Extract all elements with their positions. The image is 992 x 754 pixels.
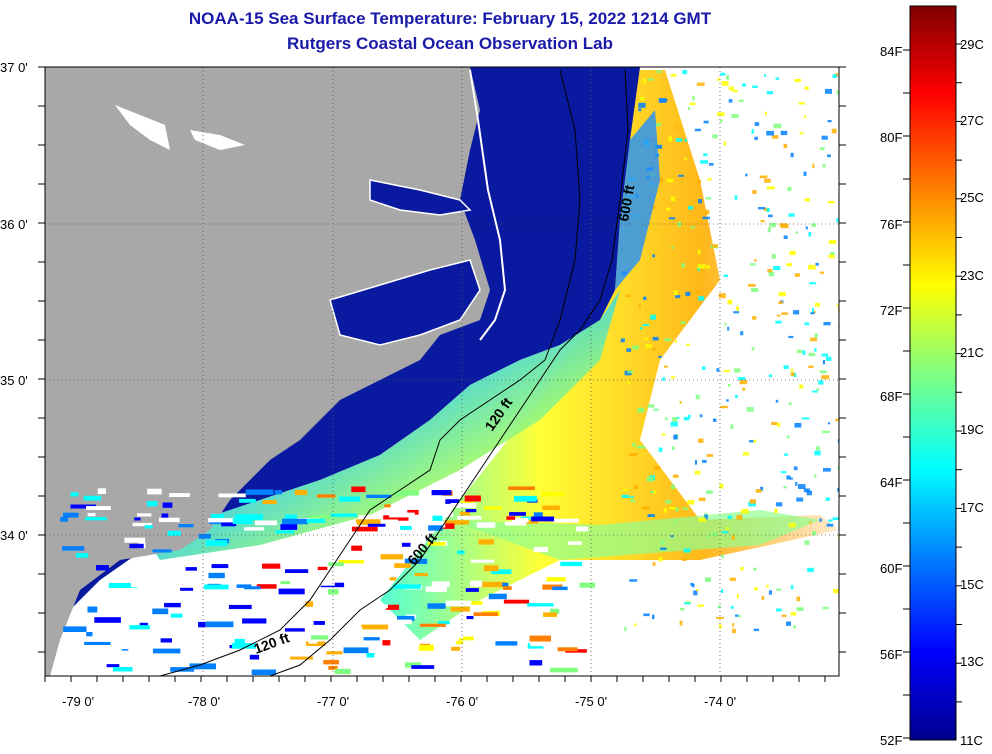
lon-label-78: -78 0' [188, 694, 220, 709]
colorbar-f-label-76: 76F [880, 217, 902, 232]
southern-swath-streaks [60, 486, 596, 675]
map-subtitle: Rutgers Coastal Ocean Observation Lab [287, 34, 613, 53]
lon-label-75: -75 0' [575, 694, 607, 709]
colorbar-f-label-56: 56F [880, 647, 902, 662]
lat-label-35: 35 0' [0, 373, 28, 388]
contour-120ft [159, 69, 581, 676]
lon-label-77: -77 0' [317, 694, 349, 709]
colorbar-c-label-11: 11C [960, 733, 983, 748]
colorbar-c-label-21: 21C [960, 345, 984, 360]
lon-label-76: -76 0' [446, 694, 478, 709]
colorbar-c-label-29: 29C [960, 37, 984, 52]
axis-ticks [38, 66, 846, 682]
grid-lines [45, 67, 839, 676]
colorbar-c-label-17: 17C [960, 500, 984, 515]
lat-label-37: 37 0' [0, 60, 28, 75]
lon-label-74: -74 0' [704, 694, 736, 709]
lat-label-36: 36 0' [0, 217, 28, 232]
colorbar-f-label-72: 72F [880, 303, 902, 318]
contour-600ft [269, 69, 629, 676]
colorbar-c-label-25: 25C [960, 190, 984, 205]
colorbar-c-label-23: 23C [960, 268, 984, 283]
gulf-stream-warm-water [380, 70, 839, 640]
colorbar-f-label-68: 68F [880, 389, 902, 404]
colorbar-c-label-19: 19C [960, 422, 984, 437]
pamlico-sound [329, 259, 481, 346]
map-title: NOAA-15 Sea Surface Temperature: Februar… [188, 9, 712, 28]
albemarle-sound [369, 179, 472, 216]
lon-label-79: -79 0' [62, 694, 94, 709]
colorbar-c-label-13: 13C [960, 654, 984, 669]
contour-label-600ft-north: 600 ft [615, 183, 637, 222]
colorbar [909, 5, 957, 741]
colorbar-f-label-84: 84F [880, 44, 902, 59]
colorbar-f-label-80: 80F [880, 130, 902, 145]
colorbar-c-label-27: 27C [960, 113, 984, 128]
colorbar-ticks [903, 43, 962, 739]
lat-label-34: 34 0' [0, 528, 28, 543]
sst-speckle-pixels [620, 70, 839, 634]
land-mass [45, 67, 490, 676]
colorbar-f-label-52: 52F [880, 733, 902, 748]
colorbar-f-label-64: 64F [880, 475, 902, 490]
outer-banks [469, 69, 507, 341]
colorbar-c-label-15: 15C [960, 577, 984, 592]
colorbar-f-label-60: 60F [880, 561, 902, 576]
map-area: 600 ft 120 ft 600 ft 120 ft [45, 67, 839, 676]
